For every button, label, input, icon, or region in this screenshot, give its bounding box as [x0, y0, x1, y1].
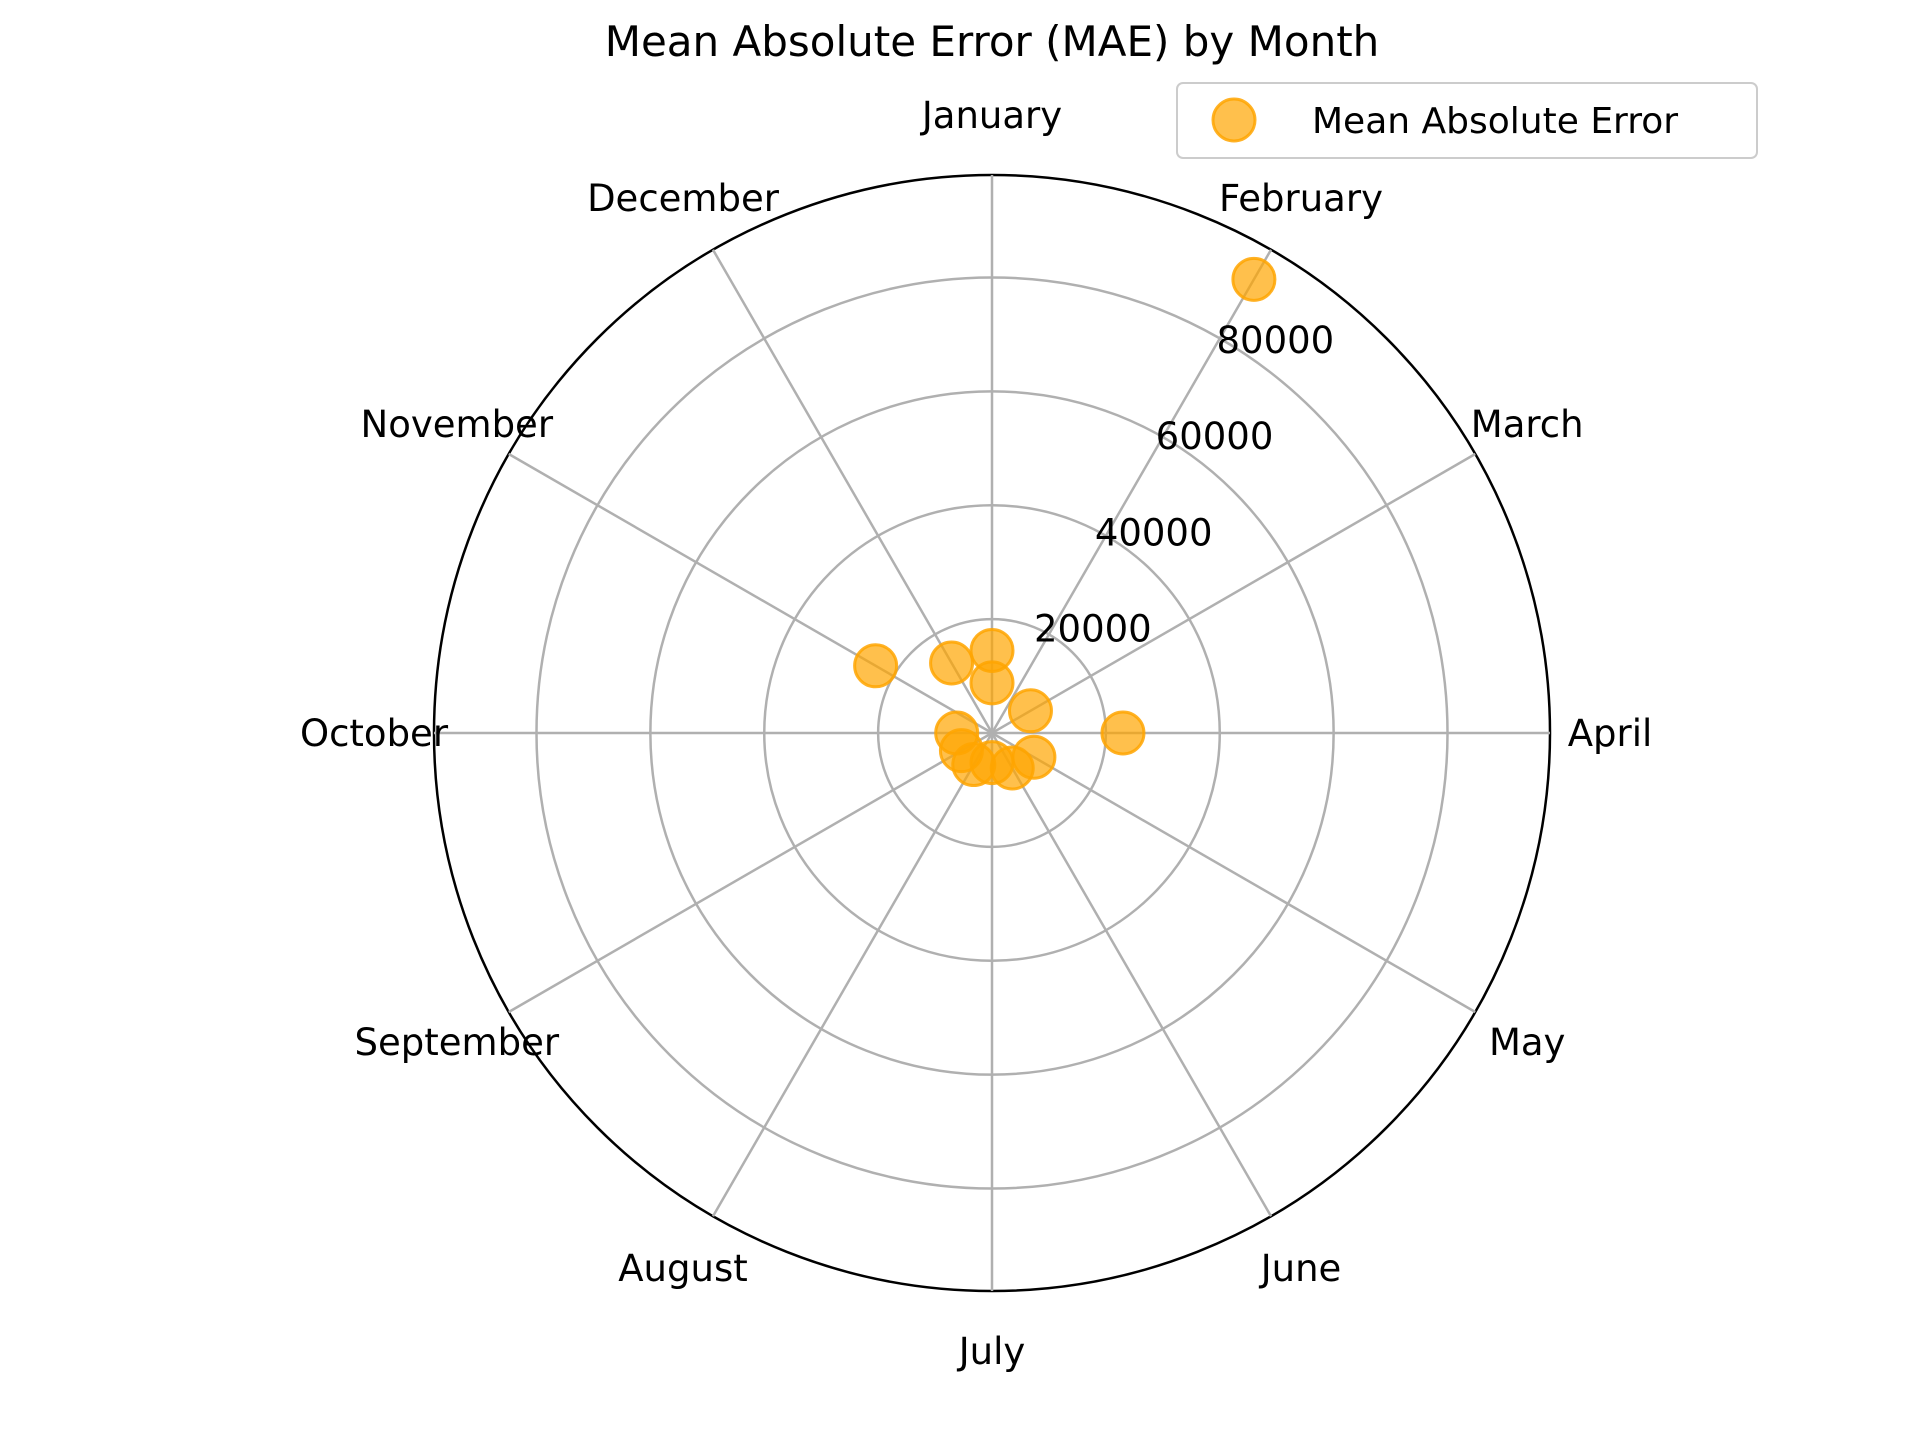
month-label-august: August: [618, 1247, 747, 1290]
month-labels: January February March April May June July Augu…: [300, 94, 1652, 1373]
angular-gridline-november: [508, 452, 993, 735]
month-label-july: July: [957, 1330, 1026, 1373]
legend-marker: [1211, 97, 1257, 143]
angular-gridline-march: [991, 452, 1476, 735]
month-label-september: September: [355, 1021, 560, 1064]
angular-gridline-may: [991, 731, 1476, 1014]
legend-label: Mean Absolute Error: [1312, 101, 1678, 142]
angular-gridlines: [434, 175, 1550, 1291]
chart-title: Mean Absolute Error (MAE) by Month: [605, 17, 1380, 66]
month-label-december: December: [587, 177, 780, 220]
radial-tick-labels: 20000 40000 60000 80000: [1034, 319, 1334, 651]
legend: Mean Absolute Error: [1176, 82, 1758, 159]
data-point-october: [934, 710, 980, 756]
month-label-february: February: [1219, 177, 1383, 220]
data-point-november: [853, 643, 899, 689]
data-point-march: [1007, 688, 1053, 734]
angular-gridline-september: [508, 731, 993, 1014]
data-points: [853, 256, 1277, 791]
month-label-march: March: [1471, 403, 1584, 446]
angular-gridline-february: [990, 249, 1273, 734]
radial-tick-label: 40000: [1095, 511, 1213, 554]
data-point-january: [969, 660, 1015, 706]
month-label-june: June: [1259, 1247, 1342, 1290]
data-point-december: [929, 640, 975, 686]
month-label-april: April: [1568, 712, 1653, 755]
data-point-february: [1231, 256, 1277, 302]
angular-gridline-june: [990, 732, 1273, 1217]
radial-tick-label: 60000: [1156, 415, 1274, 458]
legend-frame: [1176, 82, 1758, 159]
month-label-october: October: [300, 712, 449, 755]
radial-tick-label: 20000: [1034, 608, 1152, 651]
data-point-april: [1100, 710, 1146, 756]
month-label-november: November: [361, 403, 554, 446]
radial-tick-label: 80000: [1216, 319, 1334, 362]
month-label-january: January: [920, 94, 1062, 137]
angular-gridline-august: [711, 732, 994, 1217]
month-label-may: May: [1489, 1021, 1566, 1064]
